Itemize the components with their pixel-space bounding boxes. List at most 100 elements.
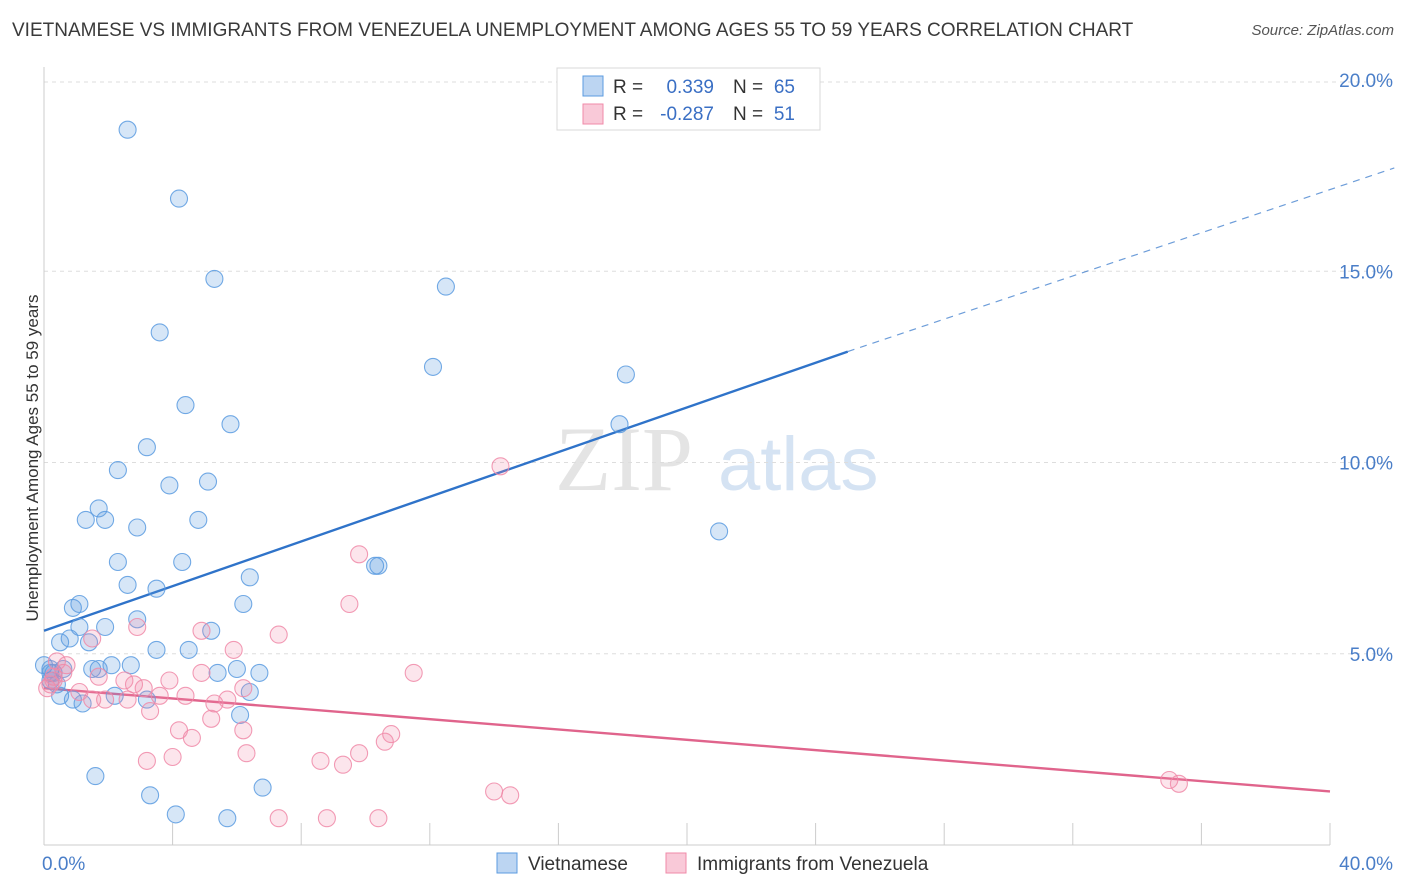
venezuela-point-21 xyxy=(134,679,153,698)
venezuela-point-29 xyxy=(141,702,160,721)
vietnamese-trend-line xyxy=(43,350,849,632)
venezuela-point-42 xyxy=(1160,770,1179,790)
venezuela-point-43 xyxy=(1169,774,1188,793)
vietnamese-point-38 xyxy=(179,640,198,659)
venezuela-point-6 xyxy=(83,629,102,648)
venezuela-point-48 xyxy=(369,809,388,828)
venezuela-point-1 xyxy=(350,545,369,564)
vietnamese-point-33 xyxy=(202,621,221,640)
vietnamese-point-12 xyxy=(160,476,179,495)
vietnamese-point-56 xyxy=(63,690,82,709)
venezuela-point-39 xyxy=(137,751,156,770)
vietnamese-point-1 xyxy=(169,189,189,208)
chart-title: VIETNAMESE VS IMMIGRANTS FROM VENEZUELA … xyxy=(12,20,1134,41)
venezuela-point-44 xyxy=(485,782,504,801)
vietnamese-point-49 xyxy=(250,663,269,682)
vietnamese-point-42 xyxy=(89,659,108,679)
vietnamese-point-62 xyxy=(166,805,185,824)
vietnamese-point-14 xyxy=(89,499,108,518)
vietnamese-point-26 xyxy=(147,579,166,598)
venezuela-point-11 xyxy=(192,663,211,682)
venezuela-point-40 xyxy=(311,751,330,770)
venezuela-point-50 xyxy=(83,690,102,709)
y-axis-label: Unemployment Among Ages 55 to 59 years xyxy=(23,295,42,622)
vietnamese-point-59 xyxy=(86,767,105,786)
x-tick-labels: 0.0% 40.0% xyxy=(42,854,1393,875)
source-label: Source: ZipAtlas.com xyxy=(1251,22,1394,39)
vietnamese-point-23 xyxy=(369,556,388,575)
venezuela-point-8 xyxy=(47,652,66,671)
legend-n-label-2: N = xyxy=(733,104,763,125)
vietnamese-point-60 xyxy=(253,778,272,797)
venezuela-point-45 xyxy=(501,786,520,805)
vietnamese-point-20 xyxy=(108,552,127,572)
vietnamese-point-5 xyxy=(423,357,443,376)
vietnamese-point-10 xyxy=(137,438,156,457)
vietnamese-point-7 xyxy=(176,396,195,415)
vietnamese-point-47 xyxy=(208,663,227,682)
venezuela-point-19 xyxy=(160,671,179,690)
series-legend: Vietnamese Immigrants from Venezuela xyxy=(496,852,929,875)
vietnamese-point-32 xyxy=(128,610,147,629)
venezuela-point-24 xyxy=(176,686,195,705)
vietnamese-point-31 xyxy=(96,617,115,637)
venezuela-point-2 xyxy=(340,594,359,614)
vietnamese-point-19 xyxy=(710,522,729,541)
legend-swatch-venezuela xyxy=(582,103,604,125)
venezuela-point-16 xyxy=(115,671,134,690)
venezuela-trend-line xyxy=(43,686,1331,793)
vietnamese-point-28 xyxy=(234,594,253,614)
venezuela-point-26 xyxy=(96,690,115,709)
vietnamese-point-15 xyxy=(76,510,95,529)
venezuela-point-5 xyxy=(269,625,288,644)
venezuela-point-33 xyxy=(382,725,401,744)
correlation-legend: R = 0.339 N = 65 R = -0.287 N = 51 xyxy=(556,67,821,131)
vietnamese-point-36 xyxy=(51,633,70,652)
venezuela-point-15 xyxy=(89,667,108,686)
venezuela-point-46 xyxy=(269,809,288,828)
y-tick-label-1: 10.0% xyxy=(1339,454,1393,475)
venezuela-point-37 xyxy=(350,744,369,763)
y-tick-labels: 5.0% 10.0% 15.0% 20.0% xyxy=(1339,71,1393,666)
legend-r-label-2: R = xyxy=(613,104,643,125)
legend-n-value-2: 51 xyxy=(774,104,795,125)
vietnamese-point-34 xyxy=(60,629,79,648)
data-points xyxy=(34,120,1188,828)
vietnamese-trend-extension xyxy=(847,167,1395,353)
vietnamese-point-63 xyxy=(218,809,237,828)
vietnamese-point-6 xyxy=(616,365,635,384)
vietnamese-point-0 xyxy=(118,120,137,139)
vietnamese-point-24 xyxy=(240,568,259,587)
vietnamese-point-29 xyxy=(63,598,82,617)
x-tick-label-1: 40.0% xyxy=(1339,854,1393,875)
venezuela-point-28 xyxy=(205,694,224,713)
vietnamese-point-61 xyxy=(141,786,160,805)
vietnamese-point-39 xyxy=(121,656,140,675)
vietnamese-point-41 xyxy=(83,659,102,679)
venezuela-point-7 xyxy=(224,640,243,659)
legend-r-value-1: 0.339 xyxy=(666,77,714,98)
vietnamese-point-37 xyxy=(147,640,166,659)
legend-n-value-1: 65 xyxy=(774,77,795,98)
vietnamese-point-4 xyxy=(436,277,455,296)
venezuela-point-4 xyxy=(192,621,211,640)
vietnamese-point-2 xyxy=(205,269,224,288)
bottom-legend-swatch-vietnamese xyxy=(496,852,518,874)
venezuela-point-38 xyxy=(163,747,182,767)
vietnamese-point-3 xyxy=(150,323,169,342)
venezuela-point-0 xyxy=(491,457,510,476)
venezuela-point-18 xyxy=(124,675,144,694)
vietnamese-point-8 xyxy=(221,415,240,434)
bottom-legend-label-venezuela: Immigrants from Venezuela xyxy=(697,854,929,875)
legend-swatch-vietnamese xyxy=(582,75,604,97)
venezuela-point-27 xyxy=(118,690,137,709)
bottom-legend-label-vietnamese: Vietnamese xyxy=(528,854,628,875)
venezuela-point-36 xyxy=(237,744,256,763)
y-tick-label-0: 5.0% xyxy=(1350,645,1393,666)
venezuela-point-23 xyxy=(150,686,169,705)
vietnamese-point-9 xyxy=(610,415,629,434)
venezuela-point-30 xyxy=(202,709,221,728)
vietnamese-point-57 xyxy=(73,694,92,713)
venezuela-point-49 xyxy=(38,679,57,698)
venezuela-point-41 xyxy=(333,755,353,774)
